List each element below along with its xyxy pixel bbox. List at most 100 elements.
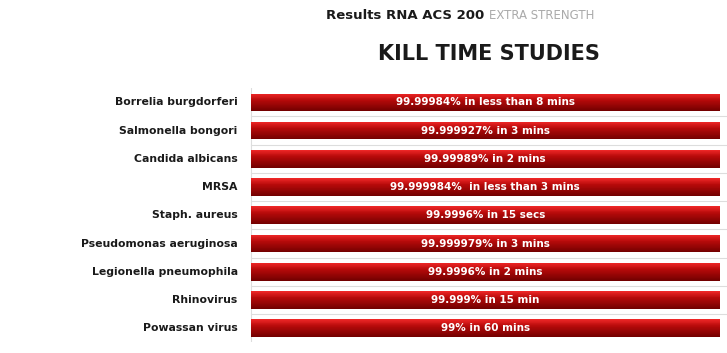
- Bar: [251, 295, 720, 296]
- Bar: [251, 126, 720, 127]
- Bar: [251, 236, 720, 237]
- Bar: [251, 107, 720, 108]
- Bar: [251, 122, 720, 123]
- Bar: [251, 156, 720, 157]
- Bar: [251, 320, 720, 321]
- Bar: [251, 331, 720, 332]
- Text: 99.999927% in 3 mins: 99.999927% in 3 mins: [421, 126, 550, 136]
- Bar: [251, 102, 720, 103]
- Bar: [251, 221, 720, 222]
- Bar: [251, 273, 720, 274]
- Bar: [251, 276, 720, 277]
- Bar: [251, 105, 720, 106]
- Bar: [251, 150, 720, 151]
- Text: Pseudomonas aeruginosa: Pseudomonas aeruginosa: [81, 239, 238, 249]
- Bar: [251, 207, 720, 208]
- Bar: [251, 267, 720, 268]
- Bar: [251, 324, 720, 325]
- Bar: [251, 208, 720, 209]
- Bar: [251, 320, 720, 321]
- Bar: [251, 307, 720, 308]
- Bar: [251, 301, 720, 302]
- Bar: [251, 249, 720, 250]
- Bar: [251, 265, 720, 266]
- Bar: [251, 270, 720, 271]
- Bar: [251, 306, 720, 307]
- Bar: [251, 163, 720, 164]
- Bar: [251, 308, 720, 309]
- Bar: [251, 323, 720, 324]
- Bar: [251, 184, 720, 185]
- Bar: [251, 294, 720, 295]
- Bar: [251, 158, 720, 159]
- Bar: [251, 110, 720, 111]
- Bar: [251, 274, 720, 275]
- Bar: [251, 163, 720, 164]
- Text: EXTRA STRENGTH: EXTRA STRENGTH: [489, 9, 594, 22]
- Bar: [251, 110, 720, 111]
- Bar: [251, 266, 720, 267]
- Bar: [251, 165, 720, 166]
- Bar: [251, 327, 720, 328]
- Bar: [251, 246, 720, 247]
- Bar: [251, 220, 720, 221]
- Bar: [251, 280, 720, 281]
- Bar: [251, 101, 720, 102]
- Bar: [251, 278, 720, 279]
- Bar: [251, 165, 720, 166]
- Bar: [251, 132, 720, 133]
- Bar: [251, 129, 720, 130]
- Bar: [251, 243, 720, 244]
- Bar: [251, 193, 720, 194]
- Bar: [251, 183, 720, 184]
- Bar: [251, 334, 720, 335]
- Bar: [251, 191, 720, 192]
- Text: KILL TIME STUDIES: KILL TIME STUDIES: [378, 44, 600, 64]
- Bar: [251, 277, 720, 278]
- Bar: [251, 244, 720, 245]
- Bar: [251, 299, 720, 300]
- Bar: [251, 248, 720, 249]
- Bar: [251, 178, 720, 179]
- Text: 99.99984% in less than 8 mins: 99.99984% in less than 8 mins: [395, 97, 575, 107]
- Bar: [251, 160, 720, 161]
- Text: Rhinovirus: Rhinovirus: [172, 295, 238, 305]
- Bar: [251, 133, 720, 134]
- Bar: [251, 235, 720, 236]
- Bar: [251, 94, 720, 95]
- Bar: [251, 239, 720, 240]
- Bar: [251, 237, 720, 238]
- Bar: [251, 161, 720, 162]
- Bar: [251, 186, 720, 187]
- Bar: [251, 245, 720, 246]
- Bar: [251, 242, 720, 243]
- Bar: [251, 159, 720, 160]
- Bar: [251, 300, 720, 301]
- Bar: [251, 188, 720, 189]
- Bar: [251, 133, 720, 134]
- Bar: [251, 127, 720, 128]
- Bar: [251, 166, 720, 167]
- Bar: [251, 298, 720, 299]
- Bar: [251, 109, 720, 110]
- Bar: [251, 153, 720, 154]
- Text: 99.999984%  in less than 3 mins: 99.999984% in less than 3 mins: [390, 182, 580, 192]
- Bar: [251, 269, 720, 270]
- Bar: [251, 162, 720, 163]
- Bar: [251, 250, 720, 251]
- Bar: [251, 96, 720, 97]
- Bar: [251, 247, 720, 248]
- Bar: [251, 123, 720, 124]
- Bar: [251, 248, 720, 249]
- Bar: [251, 164, 720, 165]
- Text: Candida albicans: Candida albicans: [134, 154, 238, 164]
- Bar: [251, 223, 720, 224]
- Bar: [251, 322, 720, 323]
- Bar: [251, 216, 720, 217]
- Bar: [251, 268, 720, 269]
- Bar: [251, 97, 720, 98]
- Bar: [251, 106, 720, 107]
- Bar: [251, 138, 720, 139]
- Bar: [251, 125, 720, 126]
- Bar: [251, 326, 720, 327]
